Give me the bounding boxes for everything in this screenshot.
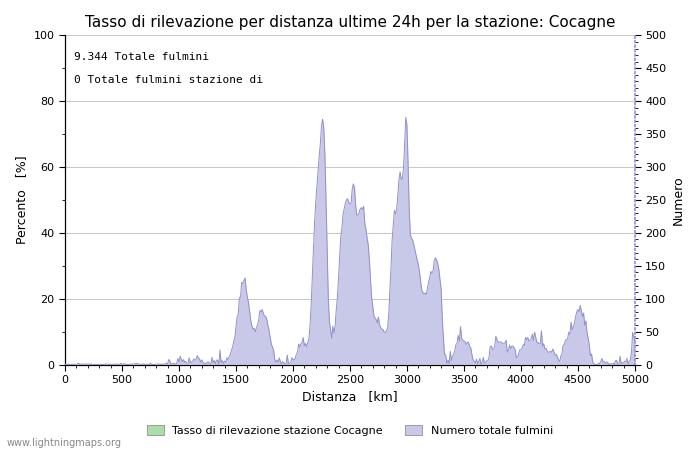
Y-axis label: Numero: Numero bbox=[672, 175, 685, 225]
X-axis label: Distanza   [km]: Distanza [km] bbox=[302, 391, 398, 404]
Legend: Tasso di rilevazione stazione Cocagne, Numero totale fulmini: Tasso di rilevazione stazione Cocagne, N… bbox=[143, 420, 557, 440]
Title: Tasso di rilevazione per distanza ultime 24h per la stazione: Cocagne: Tasso di rilevazione per distanza ultime… bbox=[85, 15, 615, 30]
Text: 9.344 Totale fulmini: 9.344 Totale fulmini bbox=[74, 52, 209, 62]
Text: 0 Totale fulmini stazione di: 0 Totale fulmini stazione di bbox=[74, 75, 262, 85]
Text: www.lightningmaps.org: www.lightningmaps.org bbox=[7, 437, 122, 447]
Y-axis label: Percento   [%]: Percento [%] bbox=[15, 156, 28, 244]
